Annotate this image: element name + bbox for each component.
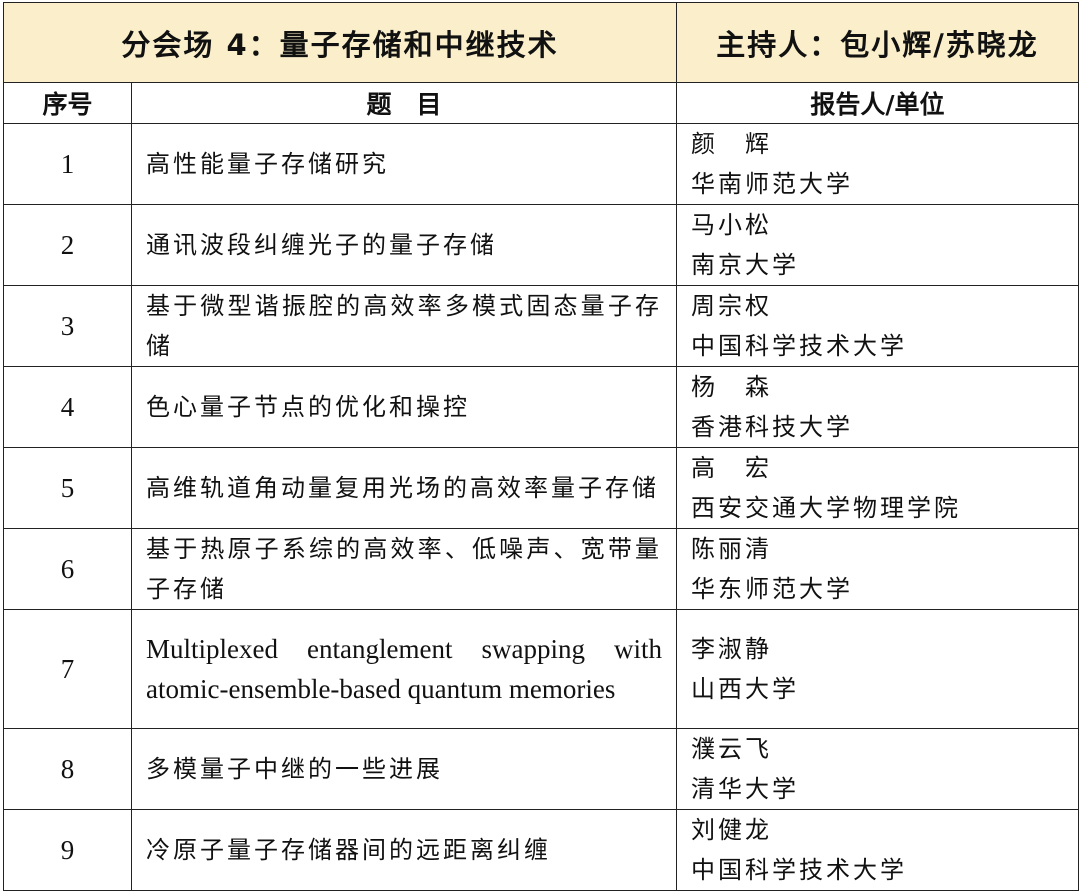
speaker-unit: 西安交通大学物理学院	[691, 494, 961, 522]
row-number: 8	[3, 728, 132, 810]
speaker-name: 高 宏	[691, 454, 772, 482]
session-title: 分会场 4：量子存储和中继技术	[3, 2, 677, 83]
speaker-unit: 香港科技大学	[691, 413, 853, 441]
table-row: 1 高性能量子存储研究颜 辉华南师范大学	[3, 123, 1079, 205]
speaker-name: 杨 森	[691, 373, 772, 401]
speaker-unit: 清华大学	[691, 775, 799, 803]
row-topic: 高性能量子存储研究	[131, 123, 677, 205]
column-index: 序号	[3, 82, 132, 124]
speaker-name: 周宗权	[691, 292, 772, 320]
speaker-name: 李淑静	[691, 635, 772, 663]
speaker-name: 颜 辉	[691, 130, 772, 158]
row-topic: 冷原子量子存储器间的远距离纠缠	[131, 809, 677, 891]
row-speaker: 李淑静 山西大学	[676, 609, 1079, 729]
table-row: 2 通讯波段纠缠光子的量子存储 马小松南京大学	[3, 204, 1079, 286]
session-table: 分会场 4：量子存储和中继技术 主持人：包小辉/苏晓龙 序号 题 目 报告人/单…	[3, 2, 1079, 891]
row-number: 6	[3, 528, 132, 610]
speaker-unit: 山西大学	[691, 675, 799, 703]
row-topic: 色心量子节点的优化和操控	[131, 366, 677, 448]
column-topic: 题 目	[131, 82, 677, 124]
row-number: 5	[3, 447, 132, 529]
row-number: 1	[3, 123, 132, 205]
speaker-name: 马小松	[691, 211, 772, 239]
row-speaker: 陈丽清 华东师范大学	[676, 528, 1079, 610]
speaker-name: 刘健龙	[691, 816, 772, 844]
session-host: 主持人：包小辉/苏晓龙	[676, 2, 1079, 83]
row-number: 9	[3, 809, 132, 891]
row-topic: 多模量子中继的一些进展	[131, 728, 677, 810]
session-header-row: 分会场 4：量子存储和中继技术 主持人：包小辉/苏晓龙	[3, 2, 1079, 83]
row-speaker: 周宗权中国科学技术大学	[676, 285, 1079, 367]
column-speaker: 报告人/单位	[676, 82, 1079, 124]
table-row: 7 Multiplexed entanglement swapping with …	[3, 609, 1079, 729]
speaker-unit: 华南师范大学	[691, 170, 853, 198]
row-topic: 通讯波段纠缠光子的量子存储	[131, 204, 677, 286]
row-speaker: 高 宏西安交通大学物理学院	[676, 447, 1079, 529]
row-speaker: 刘健龙中国科学技术大学	[676, 809, 1079, 891]
row-topic: Multiplexed entanglement swapping with a…	[131, 609, 677, 729]
table-row: 6 基于热原子系综的高效率、低噪声、宽带量子存储 陈丽清华东师范大学	[3, 528, 1079, 610]
row-number: 7	[3, 609, 132, 729]
row-speaker: 杨 森香港科技大学	[676, 366, 1079, 448]
table-row: 3 基于微型谐振腔的高效率多模式固态量子存储 周宗权中国科学技术大学	[3, 285, 1079, 367]
row-topic: 基于热原子系综的高效率、低噪声、宽带量子存储	[131, 528, 677, 610]
table-row: 5 高维轨道角动量复用光场的高效率量子存储高 宏西安交通大学物理学院	[3, 447, 1079, 529]
row-speaker: 濮云飞 清华大学	[676, 728, 1079, 810]
speaker-unit: 中国科学技术大学	[691, 856, 907, 884]
speaker-unit: 南京大学	[691, 251, 799, 279]
table-row: 9 冷原子量子存储器间的远距离纠缠 刘健龙中国科学技术大学	[3, 809, 1079, 891]
table-row: 4 色心量子节点的优化和操控杨 森香港科技大学	[3, 366, 1079, 448]
speaker-name: 陈丽清	[691, 535, 772, 563]
row-topic: 高维轨道角动量复用光场的高效率量子存储	[131, 447, 677, 529]
row-number: 3	[3, 285, 132, 367]
speaker-unit: 华东师范大学	[691, 575, 853, 603]
column-header-row: 序号 题 目 报告人/单位	[3, 82, 1079, 124]
row-number: 4	[3, 366, 132, 448]
table-row: 8 多模量子中继的一些进展 濮云飞清华大学	[3, 728, 1079, 810]
row-topic: 基于微型谐振腔的高效率多模式固态量子存储	[131, 285, 677, 367]
speaker-name: 濮云飞	[691, 735, 772, 763]
row-speaker: 颜 辉华南师范大学	[676, 123, 1079, 205]
speaker-unit: 中国科学技术大学	[691, 332, 907, 360]
row-speaker: 马小松 南京大学	[676, 204, 1079, 286]
row-number: 2	[3, 204, 132, 286]
